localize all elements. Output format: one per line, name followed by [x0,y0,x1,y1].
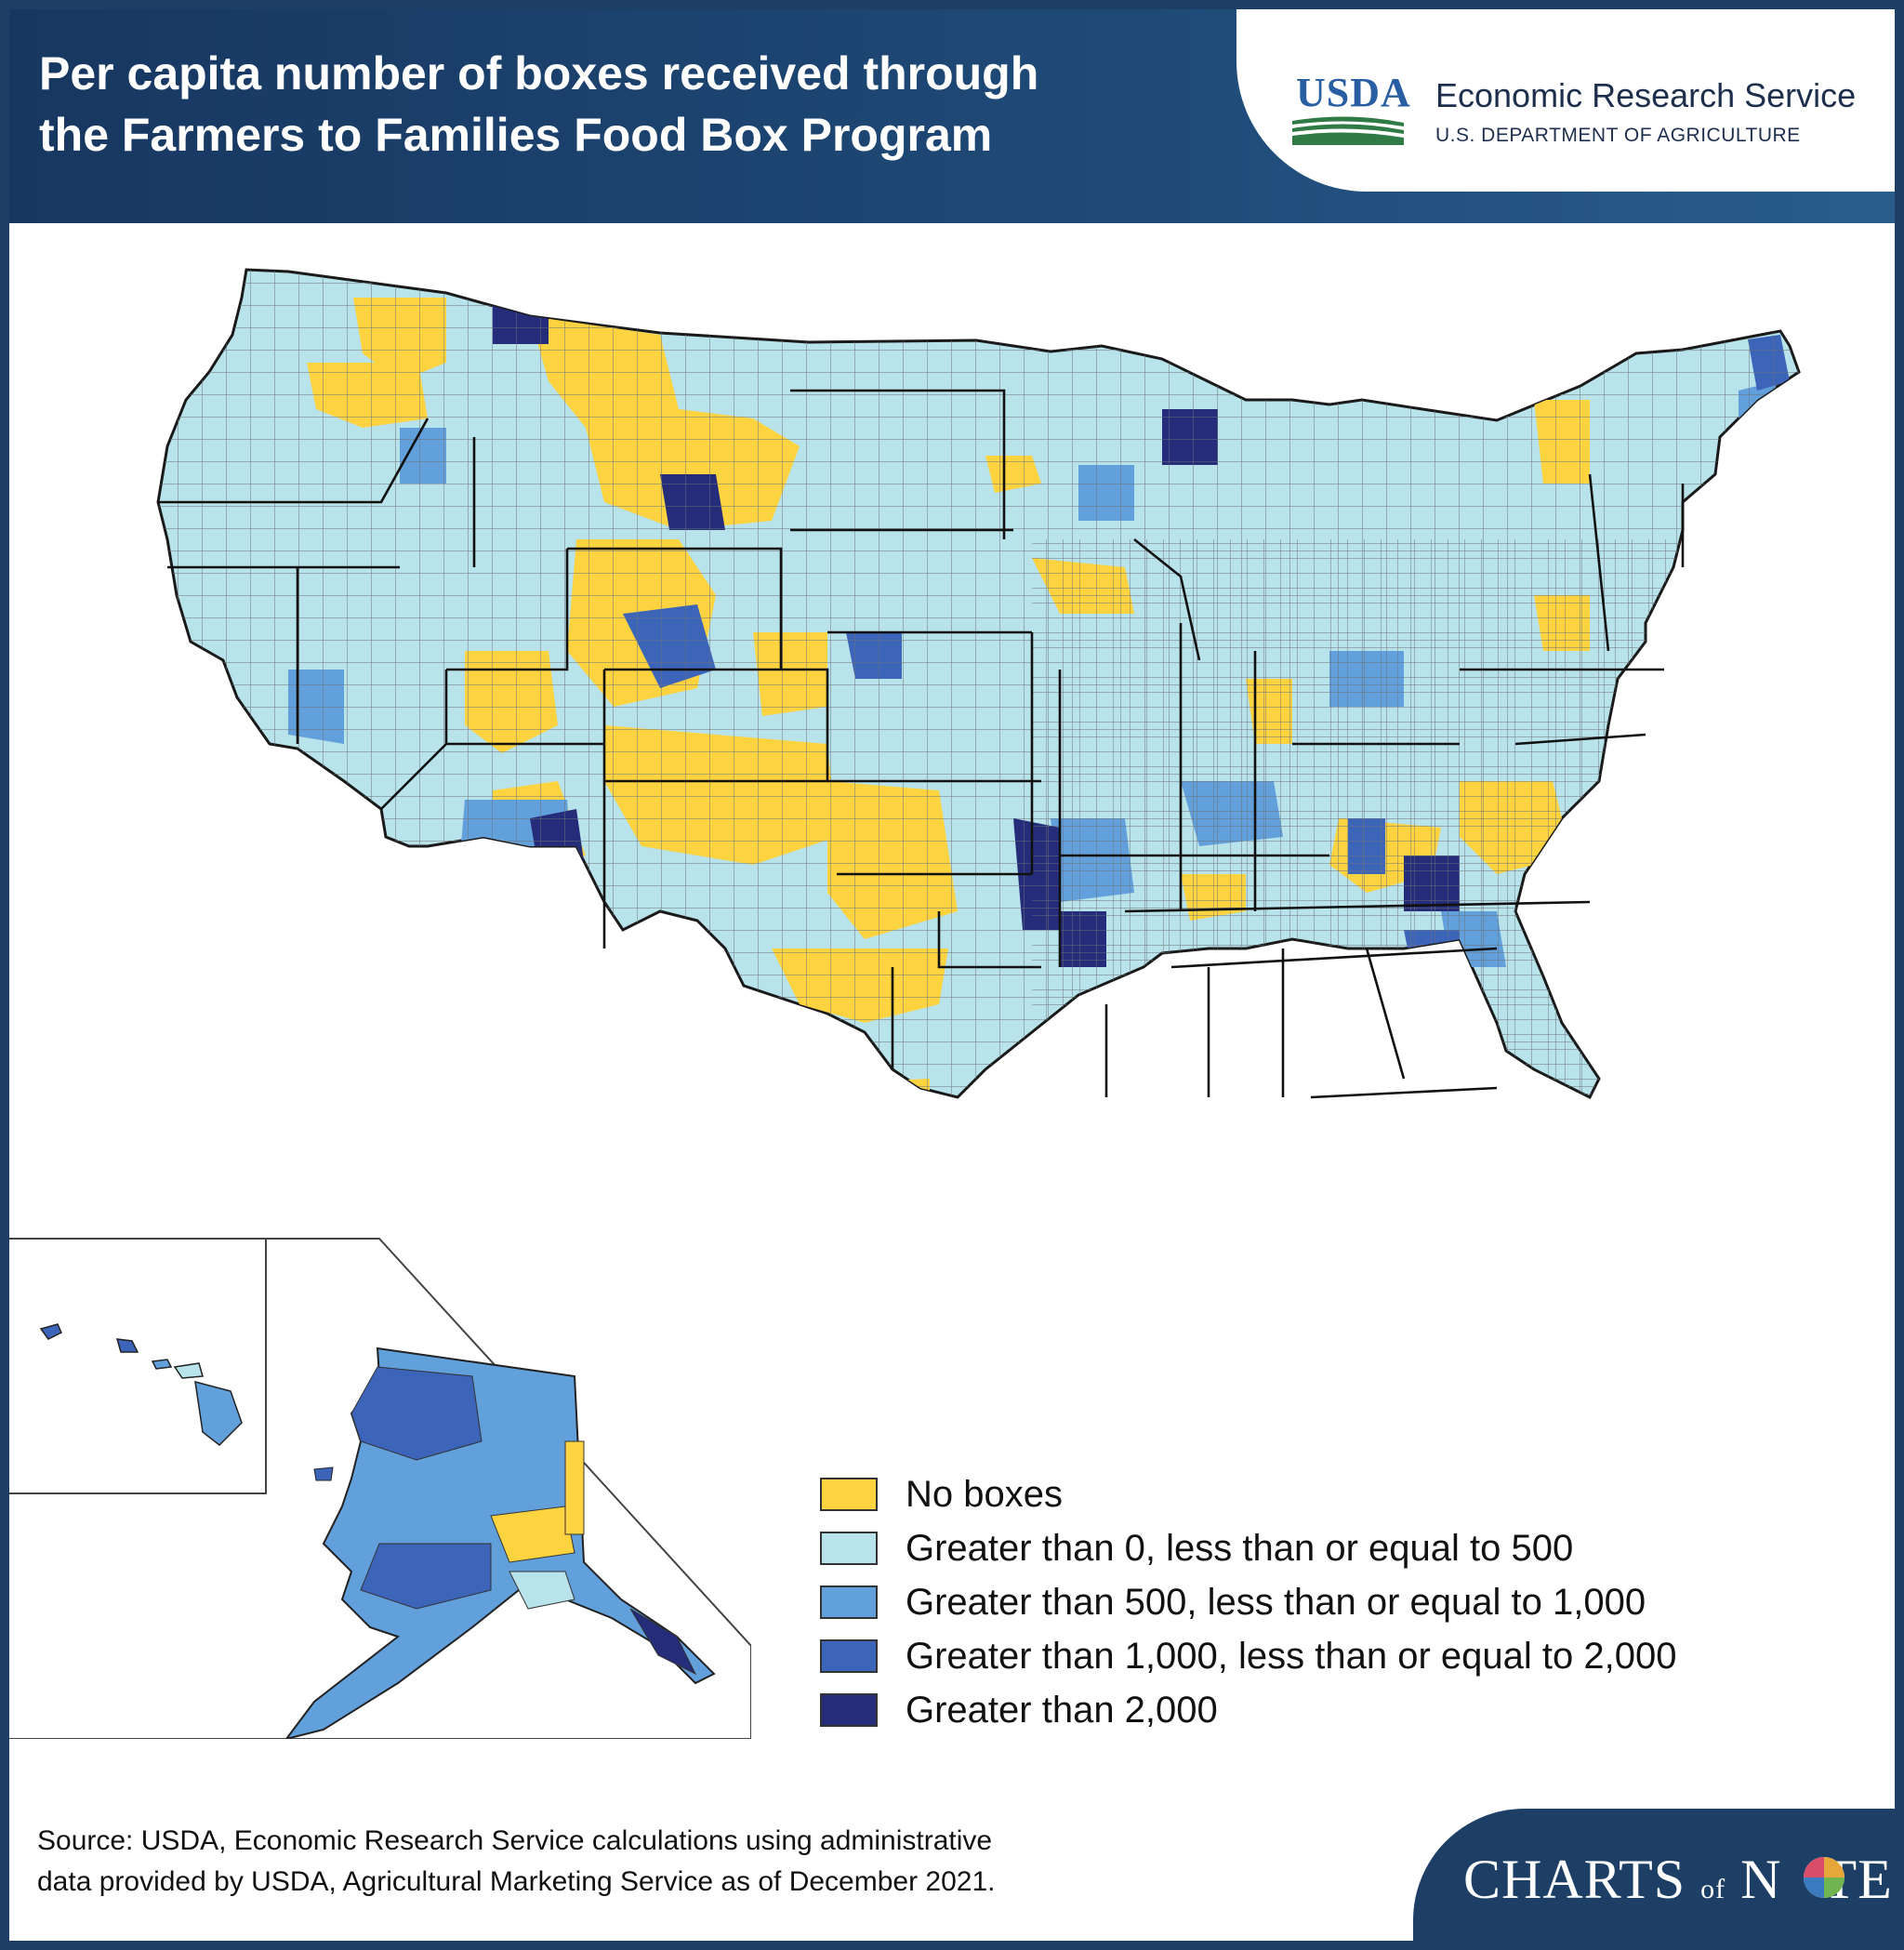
county-fills [158,270,1799,1097]
pie-chart-icon [1804,1857,1844,1898]
source-note: Source: USDA, Economic Research Service … [37,1821,1432,1903]
chart-frame: Per capita number of boxes received thro… [9,9,1895,1941]
legend-label-500-1000: Greater than 500, less than or equal to … [906,1582,1646,1623]
legend-swatch-500-1000 [820,1585,878,1619]
agency-name: Economic Research Service [1435,76,1857,114]
usda-wordmark: USDA [1296,70,1411,115]
county-borders-east [1032,539,1776,1097]
state-borders [158,389,1685,1099]
department-name: U.S. DEPARTMENT OF AGRICULTURE [1435,125,1801,146]
legend-swatch-no-boxes [820,1478,878,1511]
source-line-1: Source: USDA, Economic Research Service … [37,1825,993,1856]
county-borders [158,270,1799,1097]
source-line-2: data provided by USDA, Agricultural Mark… [37,1866,996,1897]
title-line-1: Per capita number of boxes received thro… [39,47,1039,99]
charts-of-note-logo: CHARTS of N TE [1413,1809,1895,1941]
usda-ers-logo: USDA Economic Research Service U.S. DEPA… [1236,9,1895,192]
legend-item-1000-2000: Greater than 1,000, less than or equal t… [820,1636,1843,1677]
brand-charts: CHARTS [1463,1849,1686,1910]
chart-title: Per capita number of boxes received thro… [39,43,1210,166]
us-county-map [156,268,1801,1100]
legend-label-1000-2000: Greater than 1,000, less than or equal t… [906,1636,1677,1677]
legend-label-0-500: Greater than 0, less than or equal to 50… [906,1528,1574,1569]
legend-item-0-500: Greater than 0, less than or equal to 50… [820,1528,1843,1569]
legend-swatch-0-500 [820,1532,878,1565]
title-line-2: the Farmers to Families Food Box Program [39,109,993,161]
legend-swatch-over-2000 [820,1693,878,1727]
legend-label-no-boxes: No boxes [906,1474,1063,1515]
usda-swoosh-icon [1292,116,1404,145]
legend-item-no-boxes: No boxes [820,1474,1843,1515]
legend-swatch-1000-2000 [820,1639,878,1673]
legend-item-500-1000: Greater than 500, less than or equal to … [820,1582,1843,1623]
legend-item-over-2000: Greater than 2,000 [820,1690,1843,1731]
brand-of: of [1700,1874,1726,1904]
brand-note-n: N [1740,1849,1782,1910]
legend-label-over-2000: Greater than 2,000 [906,1690,1218,1731]
